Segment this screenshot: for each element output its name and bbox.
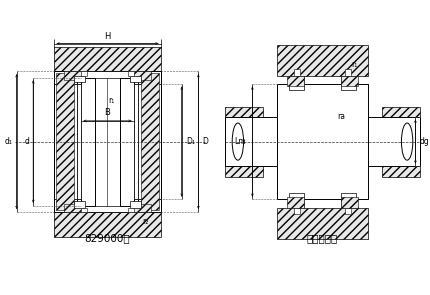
Polygon shape [368, 117, 420, 166]
Text: r₁: r₁ [351, 60, 358, 69]
Polygon shape [64, 71, 83, 80]
Polygon shape [287, 197, 304, 208]
Polygon shape [341, 76, 358, 86]
Polygon shape [382, 106, 420, 177]
Text: r₁: r₁ [108, 96, 115, 105]
Text: dg: dg [420, 137, 429, 146]
Polygon shape [132, 204, 151, 212]
Polygon shape [287, 76, 304, 86]
Text: B: B [104, 108, 111, 117]
Polygon shape [138, 71, 161, 212]
Polygon shape [81, 78, 95, 206]
Polygon shape [120, 78, 134, 206]
Polygon shape [56, 73, 74, 210]
Polygon shape [225, 106, 263, 177]
Text: d₁: d₁ [5, 137, 12, 146]
Text: H: H [104, 32, 111, 42]
Polygon shape [74, 76, 85, 82]
Polygon shape [64, 204, 83, 212]
Polygon shape [289, 76, 304, 90]
Polygon shape [277, 208, 368, 239]
Text: d: d [24, 137, 29, 146]
Polygon shape [341, 76, 356, 90]
Polygon shape [54, 47, 161, 71]
Polygon shape [225, 117, 277, 166]
Text: Lm: Lm [234, 137, 246, 146]
Text: 安装尺寸图: 安装尺寸图 [307, 233, 338, 243]
Text: D: D [203, 137, 208, 146]
Polygon shape [95, 78, 120, 206]
Polygon shape [341, 193, 356, 208]
Polygon shape [81, 208, 87, 212]
Polygon shape [54, 199, 161, 212]
Polygon shape [77, 84, 81, 199]
Polygon shape [277, 45, 368, 76]
Polygon shape [128, 208, 134, 212]
Polygon shape [141, 73, 159, 210]
Text: r₂: r₂ [143, 217, 149, 226]
Polygon shape [289, 193, 304, 208]
Polygon shape [81, 71, 87, 76]
Polygon shape [345, 69, 351, 76]
Polygon shape [277, 84, 368, 199]
Polygon shape [132, 71, 151, 80]
Polygon shape [130, 76, 141, 82]
Polygon shape [345, 208, 351, 214]
Text: 829000型: 829000型 [85, 233, 130, 243]
Polygon shape [294, 208, 300, 214]
Polygon shape [54, 212, 161, 237]
Polygon shape [54, 71, 161, 84]
Polygon shape [341, 197, 358, 208]
Polygon shape [54, 71, 77, 212]
Text: ra: ra [337, 112, 345, 121]
Text: D₁: D₁ [186, 137, 195, 146]
Polygon shape [128, 71, 134, 76]
Polygon shape [294, 69, 300, 76]
Polygon shape [134, 84, 138, 199]
Polygon shape [74, 201, 85, 208]
Polygon shape [130, 201, 141, 208]
